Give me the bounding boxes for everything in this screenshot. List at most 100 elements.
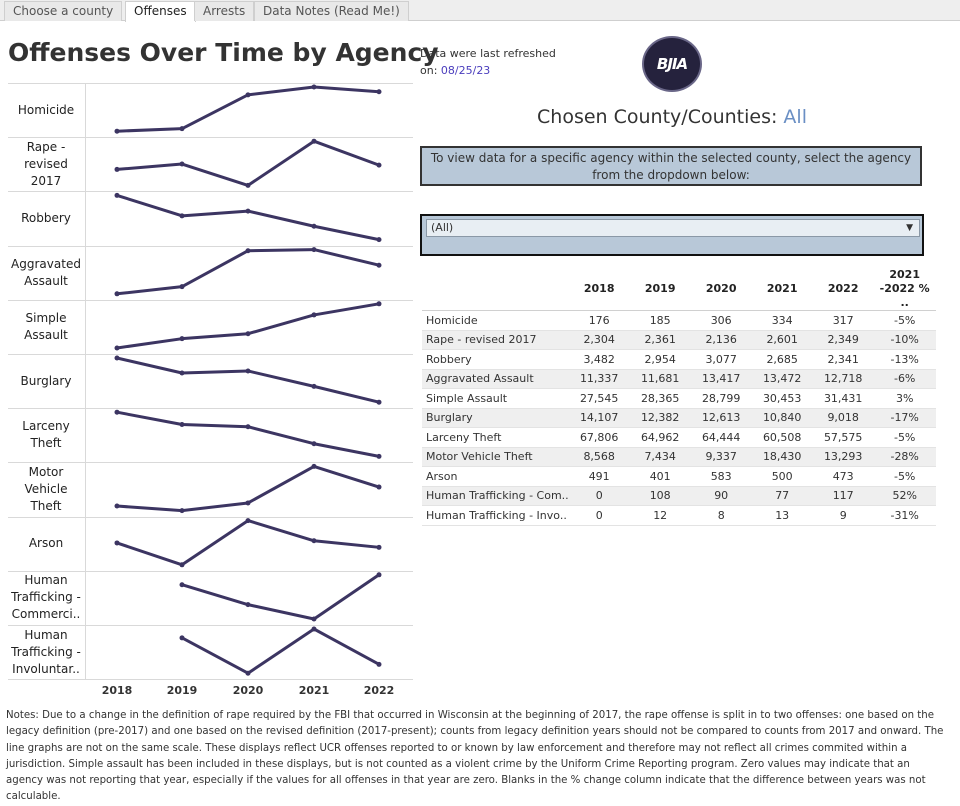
value-cell: 27,545 <box>568 388 630 409</box>
data-point[interactable] <box>311 538 317 544</box>
trend-line[interactable] <box>181 627 380 675</box>
data-point[interactable] <box>376 484 382 490</box>
data-point[interactable] <box>179 161 185 167</box>
data-point[interactable] <box>311 247 317 253</box>
data-point[interactable] <box>311 312 317 318</box>
table-row[interactable]: Human Trafficking - Com.. 0 108 90 77 117 52% <box>422 486 936 506</box>
data-point[interactable] <box>311 441 317 447</box>
trend-line[interactable] <box>116 139 380 187</box>
trend-line[interactable] <box>116 410 380 458</box>
table-row[interactable]: Simple Assault 27,545 28,365 28,799 30,453 31… <box>422 388 936 409</box>
data-point[interactable] <box>245 208 251 214</box>
data-point[interactable] <box>114 192 120 198</box>
data-point[interactable] <box>114 540 120 546</box>
value-cell: 2,361 <box>629 330 691 350</box>
tab-arrests[interactable]: Arrests <box>194 1 255 21</box>
data-point[interactable] <box>179 562 185 568</box>
chart-label-divider <box>85 83 86 679</box>
trend-line[interactable] <box>116 356 380 404</box>
data-point[interactable] <box>311 383 317 389</box>
data-point[interactable] <box>376 661 382 667</box>
data-point[interactable] <box>245 368 251 374</box>
data-point[interactable] <box>376 544 382 550</box>
agency-dropdown[interactable]: (All) ▼ <box>426 219 920 237</box>
trend-line[interactable] <box>116 519 380 567</box>
year-tick-label: 2021 <box>298 684 330 697</box>
chevron-down-icon[interactable]: ▼ <box>906 223 913 233</box>
data-point[interactable] <box>311 223 317 229</box>
trend-line[interactable] <box>116 302 380 350</box>
data-point[interactable] <box>311 138 317 144</box>
tab-data-notes[interactable]: Data Notes (Read Me!) <box>254 1 409 21</box>
data-point[interactable] <box>376 399 382 405</box>
year-tick-label: 2018 <box>101 684 133 697</box>
value-cell: 64,962 <box>629 427 691 448</box>
trend-line[interactable] <box>116 248 380 296</box>
table-row[interactable]: Rape - revised 2017 2,304 2,361 2,136 2,601 2… <box>422 330 936 350</box>
data-point[interactable] <box>114 166 120 172</box>
value-cell: 500 <box>751 466 813 487</box>
table-row[interactable]: Arson 491 401 583 500 473 -5% <box>422 466 936 487</box>
value-cell: -17% <box>873 408 936 428</box>
data-point[interactable] <box>245 670 251 676</box>
data-point[interactable] <box>114 291 120 297</box>
tab-choose-county[interactable]: Choose a county <box>4 1 123 21</box>
table-row[interactable]: Motor Vehicle Theft 8,568 7,434 9,337 18,430… <box>422 447 936 467</box>
tab-bar: Choose a county Offenses Arrests Data No… <box>0 0 960 22</box>
data-point[interactable] <box>376 453 382 459</box>
year-tick-label: 2022 <box>363 684 395 697</box>
data-point[interactable] <box>245 331 251 337</box>
data-point[interactable] <box>179 582 185 588</box>
data-point[interactable] <box>114 345 120 351</box>
data-point[interactable] <box>179 284 185 290</box>
data-point[interactable] <box>114 503 120 509</box>
data-point[interactable] <box>179 126 185 132</box>
year-tick-label: 2019 <box>166 684 198 697</box>
data-point[interactable] <box>245 518 251 524</box>
data-point[interactable] <box>245 182 251 188</box>
refresh-date-line: on: 08/25/23 <box>420 64 490 77</box>
agency-filter-panel: (All) ▼ <box>420 214 924 256</box>
data-point[interactable] <box>245 424 251 430</box>
data-point[interactable] <box>179 508 185 514</box>
table-row[interactable]: Human Trafficking - Invo.. 0 12 8 13 9 -31% <box>422 505 936 526</box>
data-point[interactable] <box>179 213 185 219</box>
table-row[interactable]: Homicide 176 185 306 334 317 -5% <box>422 310 936 331</box>
data-point[interactable] <box>245 92 251 98</box>
data-point[interactable] <box>114 355 120 361</box>
value-cell: 3% <box>873 388 936 409</box>
data-point[interactable] <box>179 635 185 641</box>
value-cell: 12,613 <box>690 408 752 428</box>
trend-line[interactable] <box>116 193 380 242</box>
data-point[interactable] <box>311 616 317 622</box>
value-cell: 31,431 <box>812 388 874 409</box>
data-point[interactable] <box>311 463 317 469</box>
data-point[interactable] <box>179 370 185 376</box>
data-point[interactable] <box>311 84 317 90</box>
data-point[interactable] <box>245 602 251 608</box>
data-point[interactable] <box>245 248 251 254</box>
data-point[interactable] <box>376 262 382 268</box>
trend-line[interactable] <box>181 573 380 621</box>
data-point[interactable] <box>376 237 382 243</box>
data-point[interactable] <box>114 409 120 415</box>
value-cell: 9 <box>812 505 874 526</box>
table-row[interactable]: Aggravated Assault 11,337 11,681 13,417 13,4… <box>422 369 936 389</box>
data-point[interactable] <box>245 500 251 506</box>
data-point[interactable] <box>376 162 382 168</box>
tab-offenses[interactable]: Offenses <box>125 1 196 22</box>
data-point[interactable] <box>376 572 382 578</box>
value-cell: -13% <box>873 349 936 370</box>
offense-name-cell: Simple Assault <box>422 388 569 409</box>
data-point[interactable] <box>376 301 382 307</box>
value-cell: 13,417 <box>690 369 752 389</box>
data-point[interactable] <box>311 626 317 632</box>
data-point[interactable] <box>179 421 185 427</box>
value-cell: -10% <box>873 330 936 350</box>
data-point[interactable] <box>114 128 120 134</box>
data-point[interactable] <box>376 89 382 95</box>
table-row[interactable]: Burglary 14,107 12,382 12,613 10,840 9,018 -17… <box>422 408 936 428</box>
table-row[interactable]: Robbery 3,482 2,954 3,077 2,685 2,341 -13% <box>422 349 936 370</box>
data-point[interactable] <box>179 336 185 342</box>
table-row[interactable]: Larceny Theft 67,806 64,962 64,444 60,508 57,… <box>422 427 936 448</box>
